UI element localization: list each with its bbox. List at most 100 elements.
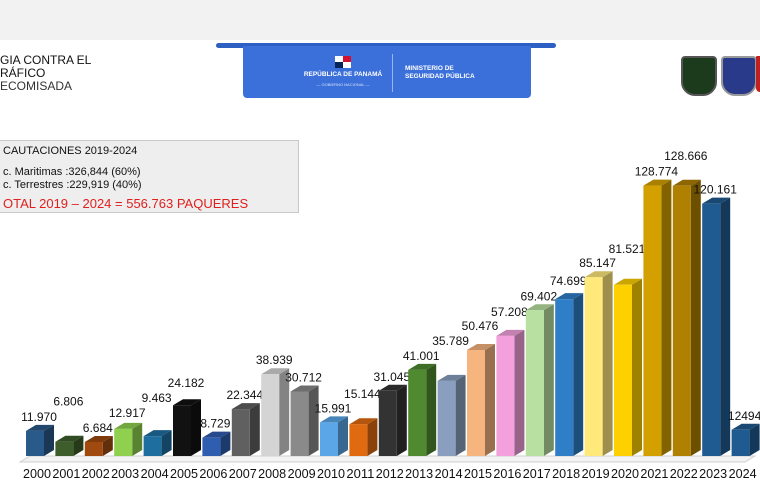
data-label: 41.001 (403, 349, 440, 363)
data-label: 35.789 (432, 334, 469, 348)
banner-divider (392, 54, 393, 92)
bar-side (514, 329, 525, 456)
bar-side (73, 435, 84, 456)
bar-front (584, 277, 603, 456)
x-tick-label: 2024 (729, 467, 757, 481)
bar-2013 (408, 363, 437, 456)
bar-top (26, 424, 54, 431)
bar-side (220, 431, 231, 456)
bar-top (555, 293, 584, 300)
bar-front (143, 436, 162, 456)
bar-top (55, 435, 84, 442)
x-tick-label: 2011 (346, 467, 374, 481)
data-label: 31.045 (373, 370, 410, 384)
bar-top (643, 179, 672, 186)
bar-2024 (731, 423, 760, 456)
info-terrestrial: c. Terrestres :229,919 (40%) (3, 179, 142, 191)
bar-2002 (84, 435, 113, 456)
bar-front (55, 441, 74, 456)
bar-2014 (437, 374, 466, 456)
data-label: 15.144 (344, 387, 381, 401)
data-label: 6.684 (83, 421, 113, 435)
bar-top (114, 422, 143, 429)
bar-front (173, 405, 191, 456)
bar-top (525, 304, 554, 311)
bar-top (496, 329, 525, 336)
bar-2001 (55, 435, 84, 456)
data-label: 128.774 (635, 165, 679, 179)
bar-2016 (496, 329, 525, 456)
bar-side (367, 418, 378, 456)
x-tick-label: 2005 (170, 467, 198, 481)
bar-side (132, 422, 143, 456)
header-subtitle: ECOMISADA (0, 79, 73, 93)
bar-2018 (555, 293, 584, 456)
third-shield-logo (756, 56, 760, 92)
bar-2023 (702, 197, 731, 456)
bar-2010 (320, 416, 348, 456)
bar-side (249, 403, 260, 456)
bar-side (308, 385, 319, 456)
header-title: GIA CONTRA EL RÁFICO ECOMISADA (0, 54, 91, 93)
x-tick-label: 2012 (376, 467, 404, 481)
bar-front (496, 335, 515, 456)
bar-front (231, 409, 250, 456)
bar-side (279, 368, 290, 456)
info-box: CAUTACIONES 2019-2024 c. Maritimas :326,… (0, 140, 299, 213)
bar-side (602, 271, 613, 456)
bar-top (408, 363, 437, 370)
bar-2021 (643, 179, 672, 457)
bar-side (455, 374, 466, 456)
bar-2012 (378, 384, 407, 456)
data-label: 74.699 (550, 274, 587, 288)
x-tick-label: 2008 (258, 467, 286, 481)
bar-top (702, 197, 731, 204)
x-tick-label: 2019 (582, 467, 610, 481)
republic-label: REPÚBLICA DE PANAMÁ (303, 71, 383, 78)
bar-top (614, 278, 642, 285)
banner-accent (216, 43, 556, 48)
data-label: 9.463 (142, 391, 172, 405)
bar-2003 (114, 422, 143, 456)
data-label: 128.666 (664, 149, 708, 163)
x-tick-label: 2022 (670, 467, 698, 481)
bar-2015 (467, 344, 495, 456)
bar-front (437, 380, 456, 456)
bar-top (467, 344, 495, 351)
bar-side (426, 363, 437, 456)
info-title: CAUTACIONES 2019-2024 (3, 145, 138, 157)
bar-2020 (614, 278, 642, 456)
ministry-label: MINISTERIO DE SEGURIDAD PÚBLICA (405, 65, 505, 81)
data-label: 69.402 (520, 289, 557, 303)
x-tick-label: 2007 (229, 467, 257, 481)
bar-front (614, 284, 632, 456)
bar-top (143, 430, 172, 437)
bar-side (191, 399, 201, 456)
data-label: 15.991 (315, 401, 352, 415)
bar-top (202, 431, 231, 438)
bar-side (720, 197, 731, 456)
chart-floor (18, 455, 757, 463)
bar-side (485, 344, 495, 456)
bar-2007 (231, 403, 260, 456)
panama-flag-icon (335, 56, 351, 68)
data-label: 6.806 (53, 395, 83, 409)
bar-2005 (173, 399, 201, 456)
x-tick-label: 2017 (523, 467, 551, 481)
x-tick-label: 2000 (23, 467, 51, 481)
bar-front (643, 185, 662, 457)
bar-top (231, 403, 260, 410)
data-label: 81.521 (609, 242, 646, 256)
data-label: 38.939 (256, 353, 293, 367)
police-shield-logo (681, 56, 717, 96)
bar-side (44, 424, 54, 456)
x-tick-label: 2013 (405, 467, 433, 481)
bar-top (290, 385, 319, 392)
bar-2000 (26, 424, 54, 456)
bar-front (702, 203, 721, 456)
info-maritime: c. Maritimas :326,844 (60%) (3, 166, 141, 178)
data-label: 8.729 (200, 417, 230, 431)
bar-side (543, 304, 554, 456)
data-label: 12.917 (109, 406, 146, 420)
